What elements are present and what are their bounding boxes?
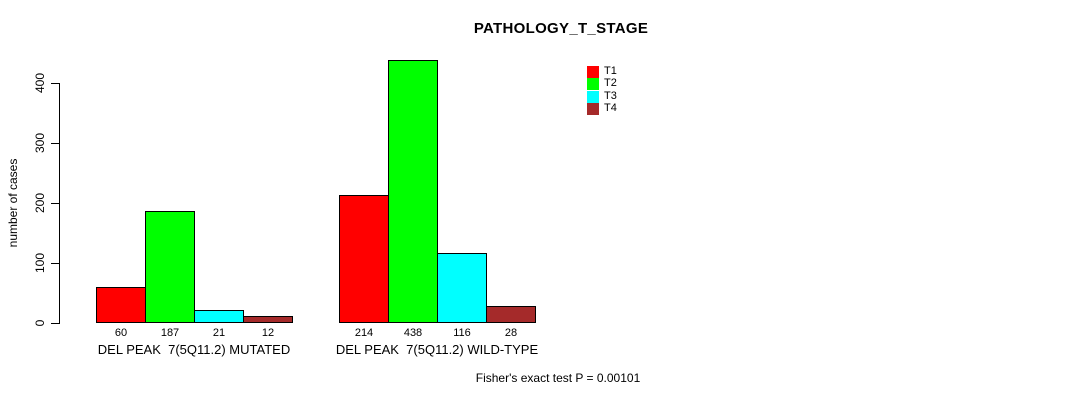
bar-value-label: 21 xyxy=(212,327,226,339)
y-axis-tick-label: 200 xyxy=(33,192,47,214)
y-axis-tick-label: 300 xyxy=(33,132,47,154)
bar-T3-group1 xyxy=(194,310,244,323)
legend-swatch-T4 xyxy=(587,103,599,115)
bar-value-label: 116 xyxy=(453,327,471,339)
y-axis-tick xyxy=(51,203,59,204)
legend-label-T2: T2 xyxy=(604,77,617,89)
legend-label-T1: T1 xyxy=(604,65,617,77)
bar-T1-group2 xyxy=(339,195,389,323)
bar-T2-group2 xyxy=(388,60,438,323)
bar-T1-group1 xyxy=(96,287,146,323)
annotation-fisher-test: Fisher's exact test P = 0.00101 xyxy=(475,371,641,385)
bar-value-label: 12 xyxy=(261,327,275,339)
y-axis-tick-label: 100 xyxy=(33,252,47,274)
y-axis-line xyxy=(59,83,60,324)
bar-T4-group1 xyxy=(243,316,293,323)
bar-value-label: 60 xyxy=(114,327,128,339)
legend-label-T4: T4 xyxy=(604,102,617,114)
bar-value-label: 28 xyxy=(504,327,518,339)
group-label: DEL PEAK 7(5Q11.2) WILD-TYPE xyxy=(335,342,539,357)
bar-T4-group2 xyxy=(486,306,536,323)
y-axis-tick xyxy=(51,83,59,84)
y-axis-tick xyxy=(51,323,59,324)
bar-value-label: 187 xyxy=(160,327,180,339)
y-axis-tick xyxy=(51,143,59,144)
bar-T2-group1 xyxy=(145,211,195,323)
bar-value-label: 214 xyxy=(354,327,374,339)
legend-label-T3: T3 xyxy=(604,90,617,102)
group-label: DEL PEAK 7(5Q11.2) MUTATED xyxy=(97,342,291,357)
legend-swatch-T1 xyxy=(587,66,599,78)
bar-value-label: 438 xyxy=(403,327,423,339)
legend-swatch-T3 xyxy=(587,91,599,103)
legend-swatch-T2 xyxy=(587,78,599,90)
y-axis-tick xyxy=(51,263,59,264)
y-axis-tick-label: 400 xyxy=(33,72,47,94)
y-axis-tick-label: 0 xyxy=(33,319,47,327)
chart-title: PATHOLOGY_T_STAGE xyxy=(473,20,649,37)
bar-T3-group2 xyxy=(437,253,487,323)
